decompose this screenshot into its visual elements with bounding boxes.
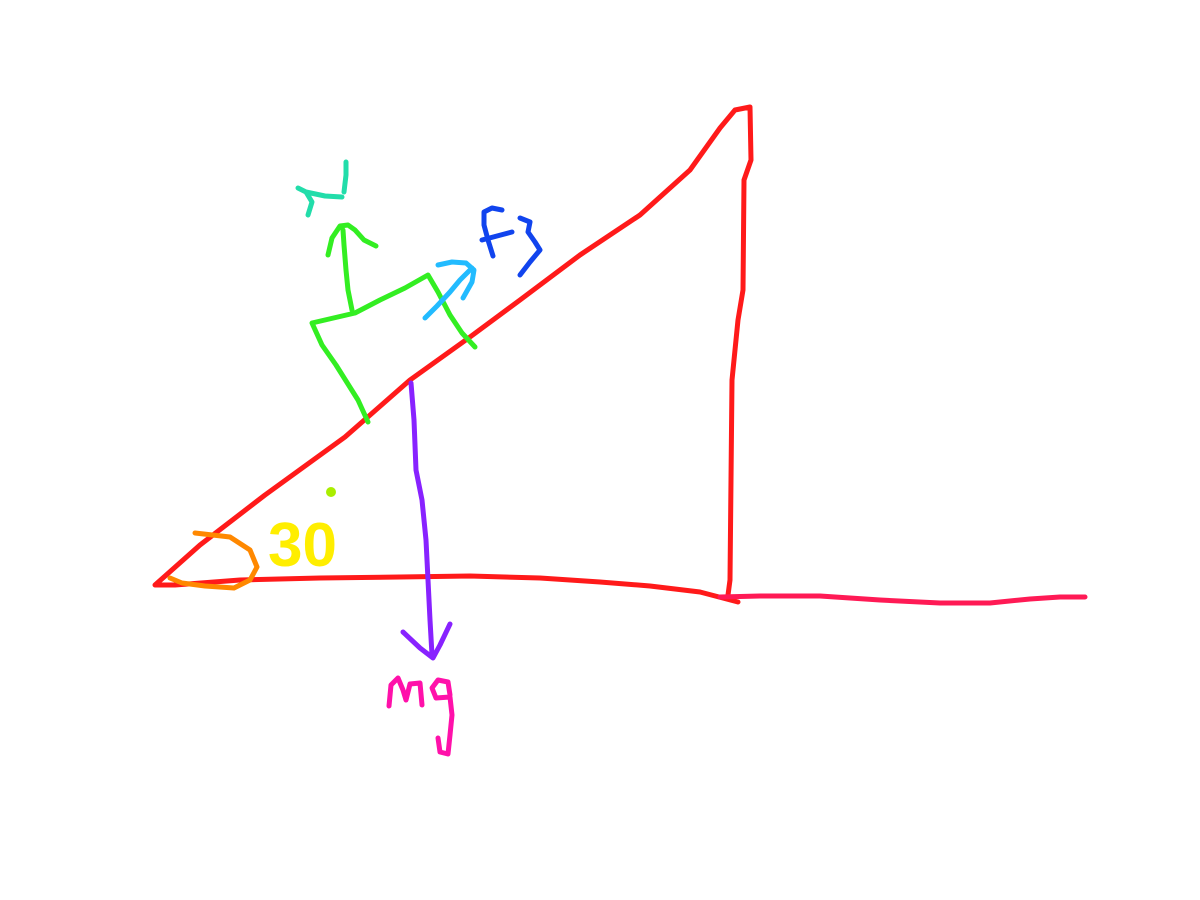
friction-force-arrow bbox=[422, 259, 477, 321]
ground-line bbox=[717, 593, 1088, 606]
incline-triangle bbox=[152, 104, 754, 605]
degree-mark-icon bbox=[326, 487, 336, 497]
normal-force-arrow bbox=[325, 222, 379, 313]
normal-force-label-glyph bbox=[295, 159, 349, 218]
incline-angle-label: 30 bbox=[268, 511, 337, 580]
friction-force-label-glyph bbox=[479, 205, 543, 278]
weight-force-label-glyph bbox=[386, 675, 455, 757]
block bbox=[309, 272, 478, 425]
weight-force-arrow bbox=[400, 380, 453, 661]
angle-arc bbox=[167, 530, 260, 591]
